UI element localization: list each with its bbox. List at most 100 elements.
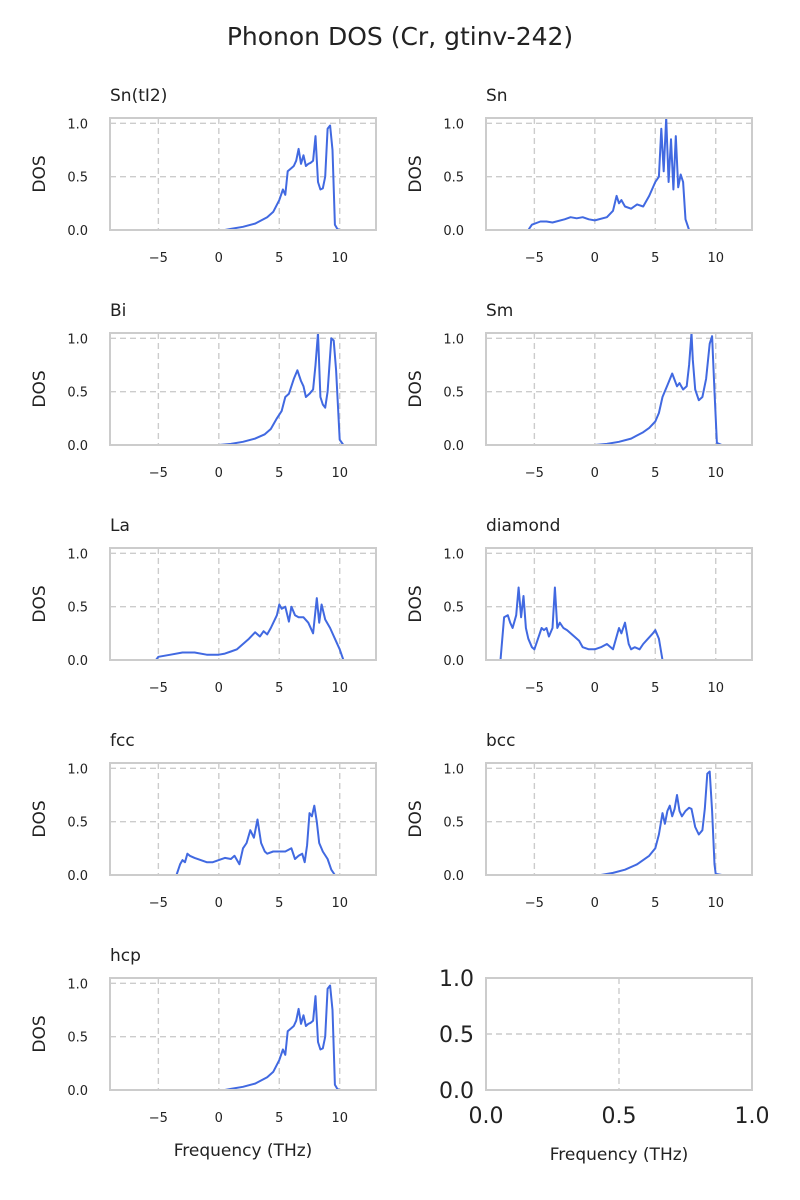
x-tick-label: 0	[591, 251, 599, 266]
x-tick-label: 5	[651, 681, 659, 696]
y-tick-label: 1.0	[443, 332, 464, 347]
x-tick-label: 10	[707, 681, 724, 696]
y-tick-label: 1.0	[67, 332, 88, 347]
subplot-grid: −5 0 5 10 0.0 0.5 1.0 Sn(tI2) DOS −5 0 5 10 0.0 0.5 1.0…	[30, 86, 770, 1165]
x-tick-label: 1.0	[735, 1104, 770, 1129]
x-tick-label: −5	[525, 681, 544, 696]
subplot-fcc: −5 0 5 10 0.0 0.5 1.0 fcc DOS	[30, 731, 377, 911]
y-tick-label: 0.5	[67, 171, 88, 186]
y-tick-label: 1.0	[443, 547, 464, 562]
subplot-la: −5 0 5 10 0.0 0.5 1.0 La DOS	[30, 516, 377, 696]
axes-frame	[109, 762, 377, 876]
x-tick-label: 0.0	[469, 1104, 504, 1129]
subplot-title: Sn(tI2)	[110, 86, 167, 106]
x-tick-label: 10	[331, 251, 348, 266]
dos-curve	[218, 332, 352, 446]
y-axis-label: DOS	[406, 155, 426, 192]
subplot-sm: −5 0 5 10 0.0 0.5 1.0 Sm DOS	[406, 301, 753, 481]
y-tick-label: 0.5	[443, 816, 464, 831]
y-tick-label: 0.5	[67, 1031, 88, 1046]
subplot-title: bcc	[486, 731, 515, 751]
x-tick-label: 0	[215, 896, 223, 911]
x-tick-label: 0.5	[602, 1104, 637, 1129]
y-axis-label: DOS	[30, 1015, 50, 1052]
x-tick-label: 0	[591, 466, 599, 481]
y-tick-label: 0.5	[443, 386, 464, 401]
x-axis-label: Frequency (THz)	[550, 1145, 689, 1165]
y-axis-label: DOS	[30, 370, 50, 407]
axes-frame	[485, 117, 753, 231]
x-tick-label: 10	[331, 681, 348, 696]
subplot-title: fcc	[110, 731, 135, 751]
x-tick-label: 0	[215, 466, 223, 481]
x-tick-label: 10	[331, 896, 348, 911]
y-tick-label: 0.0	[443, 224, 464, 239]
y-tick-label: 1.0	[443, 762, 464, 777]
x-tick-label: 10	[707, 896, 724, 911]
x-axis-label: Frequency (THz)	[174, 1141, 313, 1161]
axes-frame	[485, 762, 753, 876]
subplot-bcc: −5 0 5 10 0.0 0.5 1.0 bcc DOS	[406, 731, 753, 911]
y-tick-label: 0.5	[67, 601, 88, 616]
y-tick-label: 0.5	[67, 386, 88, 401]
x-tick-label: 10	[707, 466, 724, 481]
axes-frame	[485, 977, 753, 1091]
x-tick-label: −5	[525, 896, 544, 911]
y-axis-label: DOS	[30, 585, 50, 622]
subplot-sn: −5 0 5 10 0.0 0.5 1.0 Sn DOS	[406, 86, 753, 266]
x-tick-label: 10	[707, 251, 724, 266]
x-tick-label: −5	[149, 896, 168, 911]
y-tick-label: 0.0	[67, 439, 88, 454]
y-tick-label: 1.0	[67, 117, 88, 132]
y-tick-label: 0.0	[443, 869, 464, 884]
subplot-hcp: −5 0 5 10 0.0 0.5 1.0 hcp DOS Frequency (THz)	[30, 946, 377, 1161]
subplot-title: La	[110, 516, 130, 536]
y-tick-label: 0.5	[443, 171, 464, 186]
x-tick-label: −5	[149, 1111, 168, 1126]
y-tick-label: 0.5	[67, 816, 88, 831]
axes-frame	[485, 332, 753, 446]
x-tick-label: 5	[275, 1111, 283, 1126]
x-tick-label: −5	[149, 466, 168, 481]
dos-curve	[594, 332, 728, 446]
y-axis-label: DOS	[406, 585, 426, 622]
x-tick-label: 5	[275, 466, 283, 481]
y-tick-label: 1.0	[67, 762, 88, 777]
axes-frame	[485, 547, 753, 661]
y-tick-label: 0.5	[439, 1023, 474, 1048]
y-tick-label: 0.0	[67, 224, 88, 239]
x-tick-label: −5	[525, 251, 544, 266]
y-tick-label: 0.0	[67, 869, 88, 884]
x-tick-label: 5	[651, 896, 659, 911]
x-tick-label: 0	[591, 681, 599, 696]
y-tick-label: 0.0	[443, 654, 464, 669]
dos-curve	[510, 117, 691, 231]
y-tick-label: 0.0	[67, 1084, 88, 1099]
axes-frame	[109, 977, 377, 1091]
x-tick-label: −5	[149, 681, 168, 696]
dos-curve	[224, 984, 343, 1091]
figure-title: Phonon DOS (Cr, gtinv-242)	[227, 22, 573, 51]
x-tick-label: 0	[215, 1111, 223, 1126]
subplot-bi: −5 0 5 10 0.0 0.5 1.0 Bi DOS	[30, 301, 377, 481]
y-tick-label: 0.0	[439, 1079, 474, 1104]
y-tick-label: 1.0	[443, 117, 464, 132]
x-tick-label: 5	[275, 251, 283, 266]
x-tick-label: 5	[651, 251, 659, 266]
x-tick-label: 0	[591, 896, 599, 911]
subplot-title: Sm	[486, 301, 513, 321]
x-tick-label: 0	[215, 251, 223, 266]
subplot-title: Bi	[110, 301, 126, 321]
dos-curve	[600, 770, 728, 876]
x-tick-label: 10	[331, 1111, 348, 1126]
x-tick-label: 5	[275, 681, 283, 696]
subplot-diamond: −5 0 5 10 0.0 0.5 1.0 diamond DOS	[406, 516, 753, 696]
y-axis-label: DOS	[30, 155, 50, 192]
subplot-title: diamond	[486, 516, 560, 536]
axes-frame	[109, 332, 377, 446]
y-tick-label: 0.5	[443, 601, 464, 616]
x-tick-label: 10	[331, 466, 348, 481]
y-tick-label: 1.0	[439, 967, 474, 992]
y-tick-label: 1.0	[67, 547, 88, 562]
subplot-empty: 0.0 0.5 1.0 0.0 0.5 1.0 Frequency (THz)	[439, 967, 770, 1165]
